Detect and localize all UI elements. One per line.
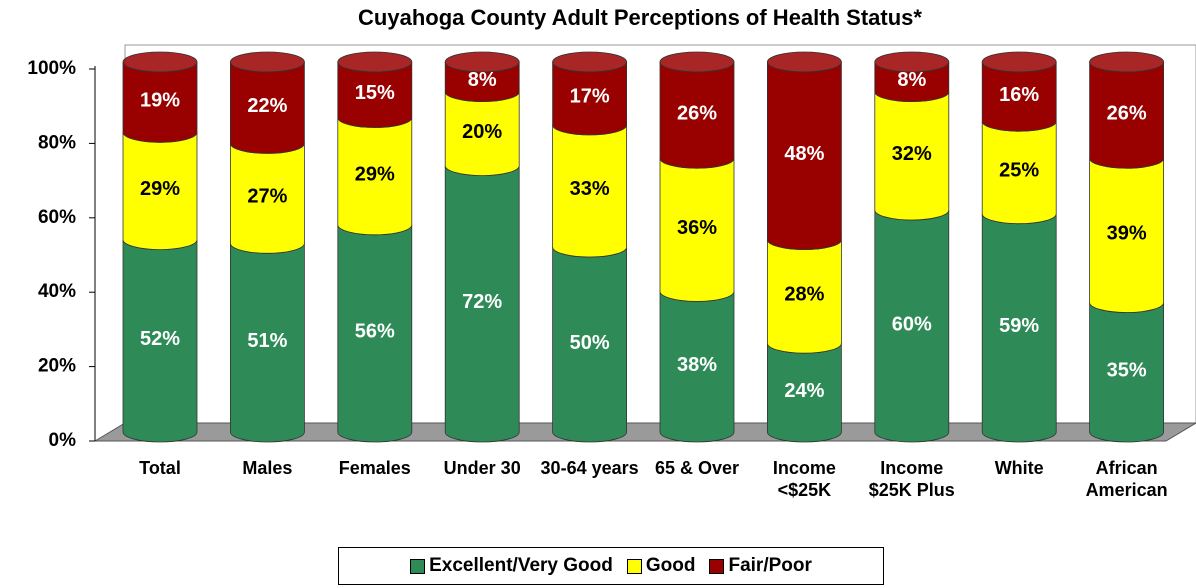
value-label: 29% (355, 163, 395, 185)
x-tick-label: White (994, 458, 1044, 478)
value-label: 24% (784, 380, 824, 402)
y-tick-label: 60% (38, 207, 76, 228)
value-label: 35% (1107, 360, 1147, 382)
value-label: 72% (462, 291, 502, 313)
value-label: 15% (355, 82, 395, 104)
value-label: 26% (1107, 102, 1147, 124)
x-tick-label: Income $25K Plus (868, 458, 955, 500)
value-label: 22% (247, 95, 287, 117)
bar-cap (1089, 51, 1164, 73)
bar-cap (767, 51, 842, 73)
x-tick-label: Income <$25K (772, 458, 836, 500)
x-tick-label: Males (242, 458, 293, 478)
legend-item: Fair/Poor (709, 555, 812, 577)
legend-label: Excellent/Very Good (429, 555, 613, 576)
value-label: 8% (897, 69, 926, 91)
bar-cap (659, 51, 735, 73)
chart-title: Cuyahoga County Adult Perceptions of Hea… (358, 5, 922, 30)
y-tick-label: 40% (38, 281, 76, 302)
value-label: 32% (892, 143, 932, 165)
legend-label: Fair/Poor (728, 555, 812, 576)
value-label: 25% (999, 160, 1039, 182)
y-tick-label: 80% (38, 132, 76, 153)
value-label: 52% (140, 328, 180, 350)
legend-item: Good (626, 555, 696, 577)
value-label: 39% (1107, 223, 1147, 245)
value-label: 27% (247, 186, 287, 208)
value-label: 59% (999, 315, 1039, 337)
bar-cap (229, 51, 305, 73)
value-label: 50% (570, 332, 610, 354)
x-tick-label: African American (1085, 458, 1168, 500)
bar-cap (981, 51, 1057, 73)
value-label: 56% (355, 321, 395, 343)
bar-cap (122, 51, 198, 73)
y-tick-label: 100% (27, 58, 76, 79)
value-label: 33% (570, 178, 610, 200)
value-label: 8% (468, 69, 497, 91)
value-label: 17% (570, 86, 610, 108)
x-tick-label: Under 30 (443, 458, 521, 478)
bar-cap (874, 51, 950, 73)
value-label: 38% (677, 354, 717, 376)
bar-cap (552, 51, 627, 73)
x-tick-label: Females (338, 458, 411, 478)
y-tick-label: 20% (38, 356, 76, 377)
legend-label: Good (645, 555, 696, 576)
value-label: 29% (140, 178, 180, 200)
x-tick-label: Total (139, 458, 181, 478)
legend-swatch (410, 558, 426, 574)
value-label: 36% (677, 217, 717, 239)
value-label: 48% (784, 143, 824, 165)
value-label: 60% (892, 313, 932, 335)
legend: Excellent/Very Good Good Fair/Poor (338, 547, 884, 585)
legend-swatch (709, 558, 725, 574)
value-label: 28% (784, 284, 824, 306)
value-label: 19% (140, 89, 180, 111)
y-tick-label: 0% (49, 430, 77, 451)
legend-item: Excellent/Very Good (410, 555, 613, 577)
x-tick-label: 65 & Over (654, 458, 740, 478)
legend-swatch (626, 558, 642, 574)
value-label: 16% (999, 84, 1039, 106)
value-label: 51% (247, 330, 287, 352)
value-label: 20% (462, 121, 502, 143)
value-label: 26% (677, 102, 717, 124)
bar-cap (337, 51, 413, 73)
x-tick-label: 30-64 years (540, 458, 639, 478)
bar-cap (444, 51, 520, 73)
